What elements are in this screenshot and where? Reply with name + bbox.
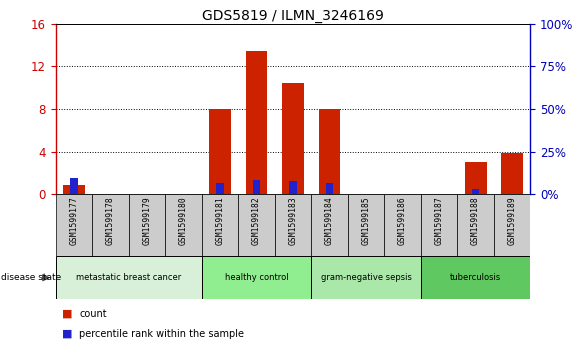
Text: percentile rank within the sample: percentile rank within the sample <box>79 329 244 339</box>
Bar <box>70 178 78 194</box>
Bar <box>289 182 297 194</box>
Bar <box>202 194 239 256</box>
Bar <box>421 194 457 256</box>
Bar <box>311 256 421 299</box>
Bar <box>253 180 260 194</box>
Text: GSM1599179: GSM1599179 <box>142 197 151 245</box>
Bar <box>209 109 231 194</box>
Text: GSM1599184: GSM1599184 <box>325 197 334 245</box>
Text: ■: ■ <box>62 309 72 319</box>
Text: metastatic breast cancer: metastatic breast cancer <box>76 273 181 282</box>
Text: disease state: disease state <box>1 273 62 282</box>
Bar <box>129 194 165 256</box>
Bar <box>457 194 494 256</box>
Bar <box>421 256 530 299</box>
Text: GSM1599185: GSM1599185 <box>362 197 370 245</box>
Bar <box>465 162 486 194</box>
Bar <box>494 194 530 256</box>
Text: healthy control: healthy control <box>224 273 288 282</box>
Bar <box>56 256 202 299</box>
Text: GSM1599187: GSM1599187 <box>435 197 444 245</box>
Bar <box>275 194 311 256</box>
Title: GDS5819 / ILMN_3246169: GDS5819 / ILMN_3246169 <box>202 9 384 23</box>
Bar <box>165 194 202 256</box>
Bar <box>501 152 523 194</box>
Text: gram-negative sepsis: gram-negative sepsis <box>321 273 411 282</box>
Bar <box>347 194 384 256</box>
Bar <box>202 256 311 299</box>
Text: GSM1599186: GSM1599186 <box>398 197 407 245</box>
Bar <box>216 183 224 194</box>
Text: GSM1599182: GSM1599182 <box>252 197 261 245</box>
Bar <box>56 194 92 256</box>
Text: GSM1599189: GSM1599189 <box>507 197 517 245</box>
Bar <box>239 194 275 256</box>
Bar <box>472 189 479 194</box>
Bar <box>246 51 267 194</box>
Bar <box>63 185 85 194</box>
Text: tuberculosis: tuberculosis <box>450 273 501 282</box>
Text: GSM1599177: GSM1599177 <box>69 197 79 245</box>
Bar <box>311 194 347 256</box>
Bar <box>319 109 340 194</box>
Text: GSM1599188: GSM1599188 <box>471 197 480 245</box>
Bar <box>326 183 333 194</box>
Bar <box>384 194 421 256</box>
Text: ■: ■ <box>62 329 72 339</box>
Text: GSM1599180: GSM1599180 <box>179 197 188 245</box>
Bar <box>282 83 304 194</box>
Text: GSM1599183: GSM1599183 <box>288 197 298 245</box>
Text: GSM1599178: GSM1599178 <box>106 197 115 245</box>
Text: count: count <box>79 309 107 319</box>
Text: GSM1599181: GSM1599181 <box>216 197 224 245</box>
Bar <box>92 194 129 256</box>
